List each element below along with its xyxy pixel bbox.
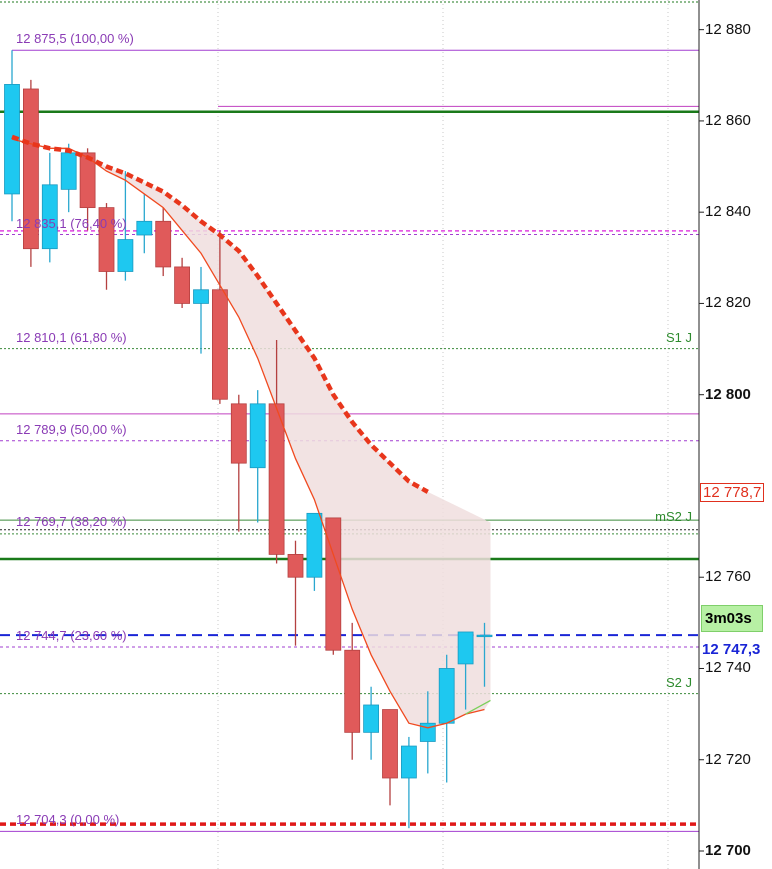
fib-level-label: 12 744,7 (23,60 %) bbox=[16, 628, 127, 644]
candle-body bbox=[457, 631, 474, 665]
slow-ma-line bbox=[11, 134, 429, 494]
candle-body bbox=[211, 289, 228, 400]
candle-body bbox=[344, 649, 361, 733]
y-axis-tick-label: 12 880 bbox=[705, 20, 751, 38]
fib-level-label: 12 835,1 (76,40 %) bbox=[16, 215, 127, 231]
current-price-tag: 12 747,3 bbox=[702, 641, 761, 658]
y-axis-tick-label: 12 800 bbox=[705, 385, 751, 403]
ma-cloud-area bbox=[12, 136, 491, 728]
candle-timer: 3m03s bbox=[701, 605, 763, 632]
candlesticks bbox=[4, 50, 493, 829]
candle-body bbox=[306, 512, 323, 578]
ma-cloud bbox=[12, 136, 491, 728]
candle-body bbox=[60, 152, 77, 190]
candle-body bbox=[400, 745, 417, 779]
price-axis-ticks bbox=[699, 29, 704, 852]
candle-body bbox=[249, 403, 266, 469]
fib-level-label: 12 704,3 (0,00 %) bbox=[16, 812, 120, 828]
y-axis-tick-label: 12 760 bbox=[705, 568, 751, 586]
y-axis-tick-label: 12 840 bbox=[705, 203, 751, 221]
candle-body bbox=[174, 266, 191, 304]
pivot-label: S1 J bbox=[665, 329, 692, 345]
candle-body bbox=[268, 403, 285, 555]
y-axis-tick-label: 12 720 bbox=[705, 750, 751, 768]
candle-body bbox=[382, 709, 398, 779]
candle-body bbox=[476, 634, 493, 638]
candle-body bbox=[98, 207, 115, 272]
pivot-label: S2 J bbox=[665, 674, 692, 690]
candle-body bbox=[287, 554, 304, 578]
candle-body bbox=[117, 239, 134, 272]
candle-body bbox=[79, 152, 96, 209]
candle-body bbox=[155, 220, 172, 268]
candle-body bbox=[438, 668, 455, 724]
fib-level-label: 12 789,9 (50,00 %) bbox=[16, 421, 127, 437]
fib-level-label: 12 875,5 (100,00 %) bbox=[16, 31, 134, 47]
candle-body bbox=[325, 517, 342, 651]
candle-body bbox=[363, 704, 380, 733]
fib-level-label: 12 810,1 (61,80 %) bbox=[16, 329, 127, 345]
moving-average-price-tag: 12 778,7 bbox=[700, 483, 765, 502]
y-axis-tick-label: 12 820 bbox=[705, 294, 751, 312]
candle-body bbox=[41, 184, 58, 250]
fast-ma-tip bbox=[465, 699, 491, 715]
candle-body bbox=[230, 403, 247, 464]
y-axis-tick-label: 12 700 bbox=[705, 842, 751, 859]
candle-body bbox=[193, 289, 209, 304]
y-axis-tick-label: 12 860 bbox=[705, 111, 751, 129]
moving-averages bbox=[11, 134, 491, 729]
y-axis-tick-label: 12 740 bbox=[705, 659, 751, 677]
candle-body bbox=[22, 88, 39, 250]
candle-body bbox=[419, 722, 436, 742]
fib-level-label: 12 769,7 (38,20 %) bbox=[16, 513, 127, 529]
pivot-label: mS2 J bbox=[655, 509, 692, 525]
candle-body bbox=[136, 220, 153, 236]
